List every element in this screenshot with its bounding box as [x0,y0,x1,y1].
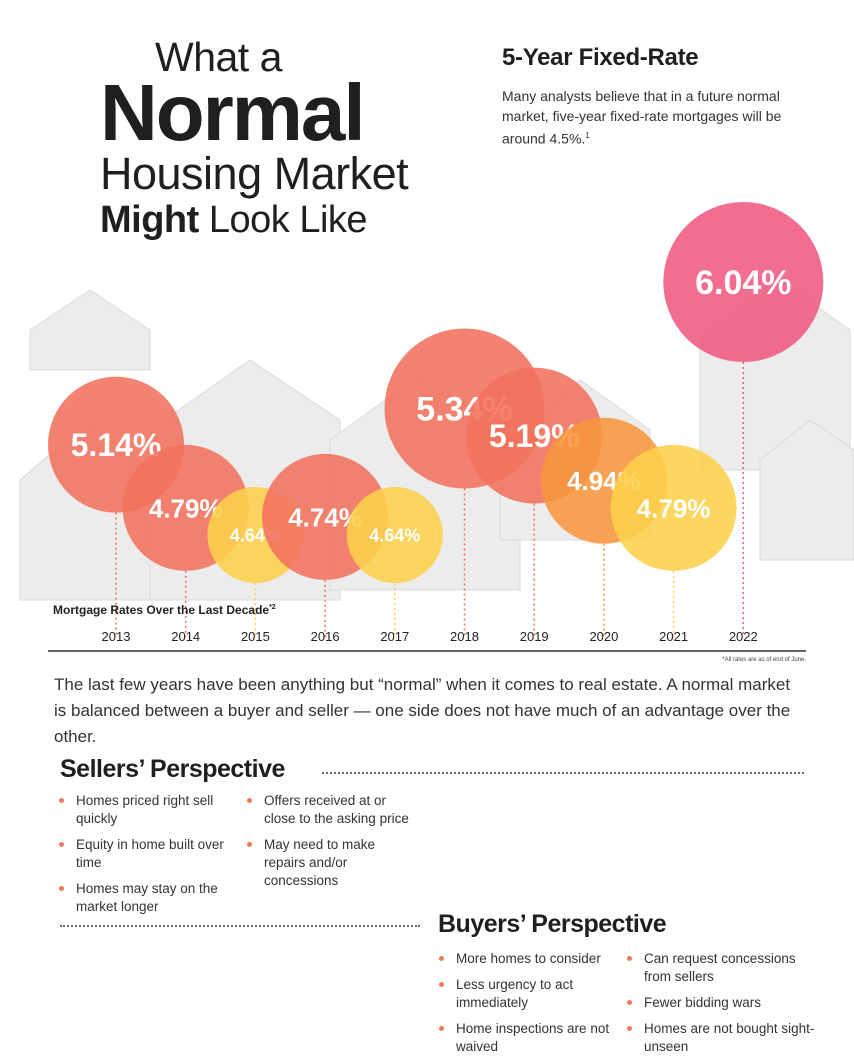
chart-stems [115,362,745,637]
headline-line4: Might Look Like [100,198,480,242]
headline-line1: What a [155,34,282,80]
sellers-list-2: Offers received at or close to the askin… [244,792,419,898]
fixed-rate-footnote: 1 [585,131,590,140]
year-tick-label: 2021 [659,629,688,644]
year-tick-label: 2022 [729,629,758,644]
x-axis-ticks: 2013 2014 2015 2016 2017 2018 2019 2020 2021 2022 [102,629,758,644]
fixed-rate-block: 5-Year Fixed-Rate Many analysts believe … [502,44,802,149]
fixed-rate-text: Many analysts believe that in a future n… [502,86,802,149]
year-tick-label: 2017 [380,629,409,644]
year-tick-label: 2014 [171,629,200,644]
chart-bubbles: 5.14%4.79%4.64%4.74%4.64%5.34%5.19%4.94%… [48,202,824,583]
headline-line2: Normal [100,68,366,157]
chart-title: Mortgage Rates Over the Last Decade*2 [53,603,276,617]
rate-label: 4.79% [637,493,711,523]
year-tick-label: 2016 [311,629,340,644]
sellers-list-1: Homes priced right sell quickly Equity i… [56,792,231,924]
list-item: Offers received at or close to the askin… [244,792,419,828]
list-item: Can request concessions from sellers [624,950,824,986]
rate-bubble [346,487,443,583]
buyers-list-1: More homes to consider Less urgency to a… [436,950,626,1064]
chart-note: *All rates are as of end of June. [722,657,806,663]
sellers-title: Sellers’ Perspective [60,755,285,783]
intro-paragraph: The last few years have been anything bu… [54,675,791,746]
chart-title-text: Mortgage Rates Over the Last Decade [53,603,270,617]
buyers-list-2: Can request concessions from sellers Few… [624,950,824,1064]
house-shape-2 [29,289,151,371]
buyers-title: Buyers’ Perspective [438,910,667,938]
rate-label: 5.14% [71,427,162,463]
rate-label: 4.79% [149,493,223,523]
list-item: More homes to consider [436,950,626,968]
sellers-bottom-divider [60,925,420,927]
list-item: Homes are not bought sight-unseen [624,1020,824,1056]
rate-bubble [610,444,737,571]
headline: What a Normal Housing Market Might Look … [100,36,480,242]
sellers-divider [322,772,804,774]
year-tick-label: 2020 [589,629,618,644]
mortgage-rate-chart: 5.14%4.79%4.64%4.74%4.64%5.34%5.19%4.94%… [19,202,854,652]
chart-footnote-mark: *2 [269,604,276,611]
list-item: Fewer bidding wars [624,994,824,1012]
list-item: Equity in home built over time [56,836,231,872]
list-item: Homes may stay on the market longer [56,880,231,916]
year-tick-label: 2013 [102,629,131,644]
list-item: Home inspections are not waived [436,1020,626,1056]
year-tick-label: 2015 [241,629,270,644]
list-item: Less urgency to act immediately [436,976,626,1012]
rate-label: 4.64% [369,525,420,545]
headline-line4-rest: Look Like [198,199,368,241]
rate-label: 6.04% [695,264,791,302]
list-item: May need to make repairs and/or concessi… [244,836,419,890]
headline-line3: Housing Market [100,148,409,199]
list-item: Homes priced right sell quickly [56,792,231,828]
year-tick-label: 2018 [450,629,479,644]
year-tick-label: 2019 [520,629,549,644]
fixed-rate-title: 5-Year Fixed-Rate [502,44,699,71]
house-shape-7 [759,419,854,561]
rate-bubble [663,202,824,362]
headline-line4-bold: Might [100,199,199,241]
fixed-rate-text-body: Many analysts believe that in a future n… [502,88,782,147]
